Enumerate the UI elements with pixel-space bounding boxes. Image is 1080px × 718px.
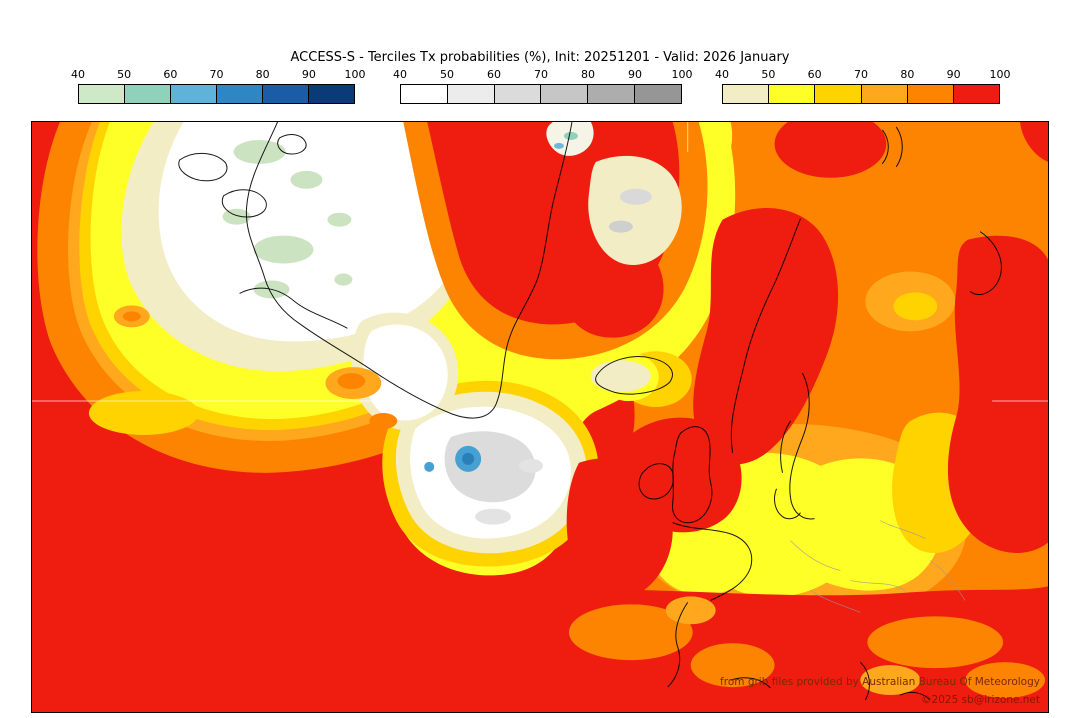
- colorbar-tick-label: 90: [946, 68, 961, 81]
- colorbar-tick-label: 40: [71, 68, 85, 81]
- colorbar-segment: [769, 85, 816, 103]
- colorbar-segment: [723, 85, 770, 103]
- map-graticule: [32, 122, 1048, 402]
- colorbar-ticks: 40 50 60 70 80 90 100: [393, 68, 693, 81]
- colorbar-tick-label: 70: [209, 68, 224, 81]
- colorbar-segment: [635, 85, 681, 103]
- colorbar-tick-label: 50: [761, 68, 776, 81]
- map-graphic: [32, 122, 1048, 712]
- colorbar-tick-label: 80: [900, 68, 915, 81]
- colorbar-segment: [401, 85, 448, 103]
- colorbar-above-normal: 40 50 60 70 80 90 100: [715, 68, 1011, 104]
- colorbar-segment: [861, 85, 908, 103]
- colorbar-below-normal: 40 50 60 70 80 90 100: [71, 68, 366, 104]
- colorbar-near-normal: 40 50 60 70 80 90 100: [393, 68, 693, 104]
- colorbar-ticks: 40 50 60 70 80 90 100: [71, 68, 366, 81]
- attribution-copyright: ©2025 sb@irizone.net: [921, 694, 1040, 706]
- colorbar-gradient: [722, 84, 1000, 104]
- colorbar-segment: [907, 85, 954, 103]
- map-borders: [790, 520, 966, 613]
- colorbar-tick-label: 60: [487, 68, 501, 81]
- colorbar-tick-label: 70: [534, 68, 548, 81]
- colorbar-tick-label: 70: [854, 68, 868, 81]
- colorbar-segment: [588, 85, 636, 103]
- colorbar-segment: [171, 85, 217, 103]
- colorbar-tick-label: 50: [117, 68, 132, 81]
- colorbar-segment: [217, 85, 263, 103]
- colorbar-tick-label: 100: [344, 68, 366, 81]
- colorbar-tick-label: 90: [301, 68, 316, 81]
- colorbar-tick-label: 40: [393, 68, 407, 81]
- colorbar-tick-label: 80: [255, 68, 270, 81]
- colorbar-tick-label: 40: [715, 68, 729, 81]
- colorbar-tick-label: 90: [628, 68, 642, 81]
- map-fill-regions: [32, 122, 1048, 712]
- colorbar-tick-label: 100: [671, 68, 693, 81]
- colorbar-segment: [309, 85, 354, 103]
- colorbar-segment: [541, 85, 589, 103]
- colorbar-gradient: [78, 84, 355, 104]
- colorbar-tick-label: 100: [989, 68, 1011, 81]
- figure-title: ACCESS-S - Terciles Tx probabilities (%)…: [290, 50, 790, 65]
- colorbar-tick-label: 60: [807, 68, 822, 81]
- colorbar-tick-label: 80: [581, 68, 595, 81]
- colorbar-segment: [447, 85, 495, 103]
- attribution-source: from grib files provided by Australian B…: [720, 676, 1040, 688]
- colorbar-segment: [263, 85, 309, 103]
- colorbar-segment: [494, 85, 542, 103]
- colorbar-tick-label: 60: [163, 68, 178, 81]
- colorbar-tick-label: 50: [440, 68, 454, 81]
- colorbar-segment: [953, 85, 1000, 103]
- colorbar-segment: [125, 85, 171, 103]
- colorbar-gradient: [400, 84, 682, 104]
- colorbar-segment: [79, 85, 125, 103]
- map-coastlines: [178, 122, 1002, 701]
- colorbar-ticks: 40 50 60 70 80 90 100: [715, 68, 1011, 81]
- map-panel: from grib files provided by Australian B…: [31, 121, 1049, 713]
- colorbar-segment: [815, 85, 862, 103]
